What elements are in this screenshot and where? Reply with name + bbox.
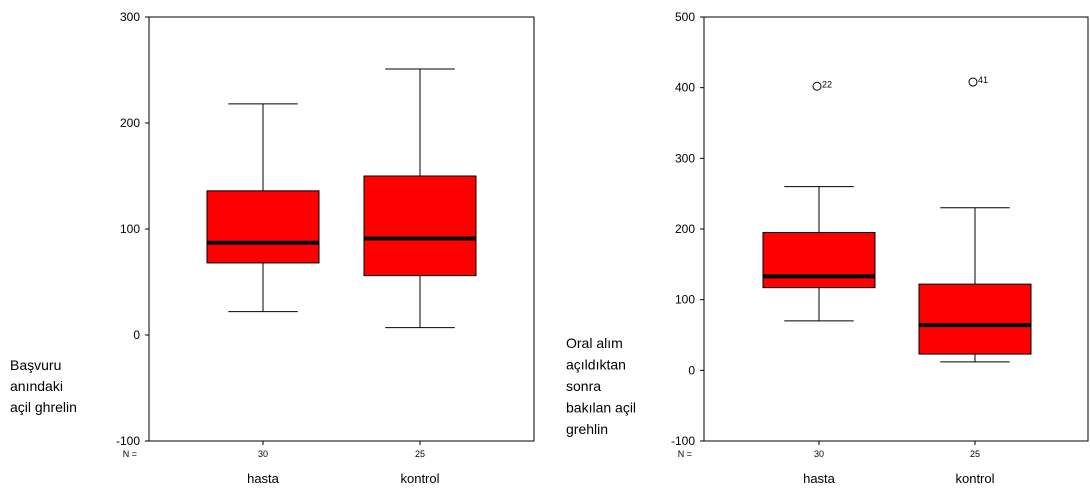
n-value: 25	[970, 449, 980, 459]
y-axis-label-line: Başvuru	[10, 357, 61, 373]
category-label: hasta	[247, 471, 280, 486]
y-axis-label-line: açil ghrelin	[10, 399, 77, 415]
y-tick-label: -100	[116, 434, 140, 448]
y-axis-label-line: Oral alım	[566, 335, 623, 351]
category-label: hasta	[803, 471, 836, 486]
iqr-box	[918, 283, 1032, 355]
outlier-label: 41	[978, 75, 988, 85]
plot-frame	[703, 16, 1089, 442]
n-label: N =	[678, 449, 692, 459]
y-axis-label-line: anındaki	[10, 378, 63, 394]
iqr-box	[363, 175, 477, 277]
y-tick-label: 300	[675, 151, 695, 165]
y-tick-label: 300	[120, 10, 140, 24]
y-tick-label: 500	[675, 10, 695, 24]
y-axis-label-line: sonra	[566, 378, 601, 394]
chart-right-boxplot: -100 0 100 200 300 400 500 N = 22 30 hasta 41 25 kont…	[566, 10, 1089, 486]
y-tick-label: 0	[133, 328, 140, 342]
outlier-point	[968, 77, 978, 87]
y-axis-label: Başvuru anındaki açil ghrelin	[10, 357, 77, 415]
y-axis-label-line: grehlin	[566, 421, 608, 437]
iqr-box	[762, 232, 876, 289]
category-label: kontrol	[955, 471, 994, 486]
y-axis-label-line: bakılan açil	[566, 400, 636, 416]
n-label: N =	[123, 449, 137, 459]
n-value: 30	[258, 449, 268, 459]
y-tick-label: -100	[671, 434, 695, 448]
y-tick-label: 100	[675, 293, 695, 307]
y-tick-label: 100	[120, 222, 140, 236]
category-label: kontrol	[400, 471, 439, 486]
y-tick-label: 200	[675, 222, 695, 236]
chart-left-boxplot: -100 0 100 200 300 N = 30 hasta 25 kontrol Başvuru…	[10, 10, 535, 486]
iqr-box	[206, 190, 320, 264]
y-tick-label: 400	[675, 81, 695, 95]
n-value: 25	[415, 449, 425, 459]
y-axis-label-line: açıldıktan	[566, 357, 626, 373]
y-axis-label: Oral alım açıldıktan sonra bakılan açil greh…	[566, 335, 636, 437]
y-tick-label: 200	[120, 116, 140, 130]
outlier-point	[812, 81, 822, 91]
y-tick-label: 0	[688, 363, 695, 377]
n-value: 30	[814, 449, 824, 459]
outlier-label: 22	[822, 79, 832, 89]
